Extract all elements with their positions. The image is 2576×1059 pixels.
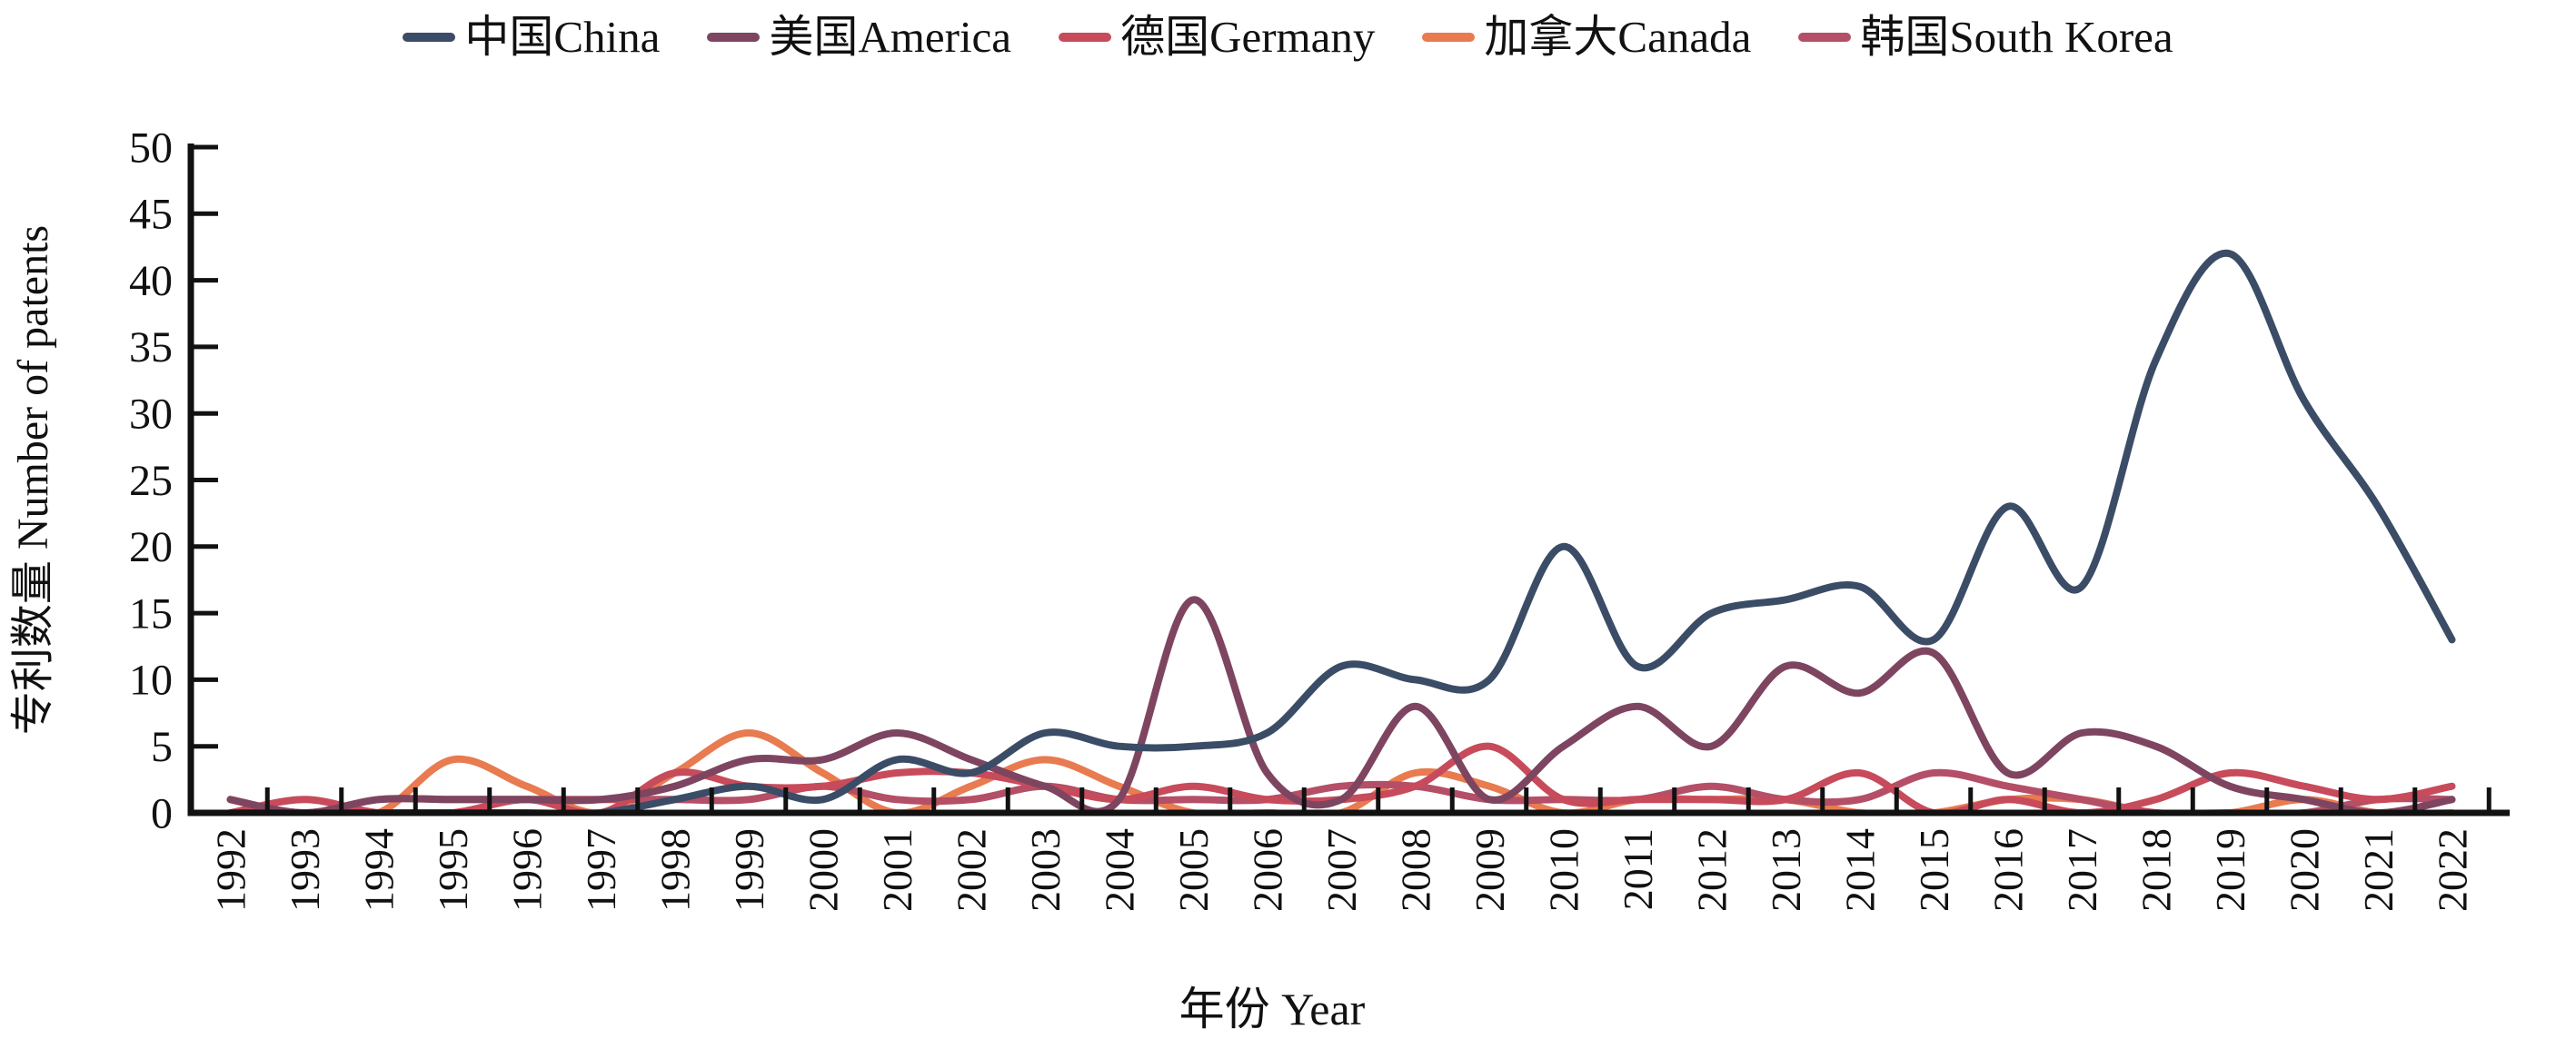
x-tick-label-2020: 2020: [2282, 828, 2328, 912]
legend-label-south-korea: 韩国South Korea: [1860, 12, 2173, 62]
axes: [187, 144, 2510, 817]
y-axis-ticks: 0 5 10 15 20 25 30 35 40 45 50: [129, 124, 218, 837]
x-tick-label-2021: 2021: [2355, 828, 2402, 912]
legend-label-china: 中国China: [464, 12, 661, 62]
legend-item-china: 中国China: [403, 13, 660, 62]
x-tick-label-2001: 2001: [874, 828, 920, 912]
legend-label-america: 美国America: [769, 12, 1012, 62]
legend-line-swatch-canada: [1422, 32, 1476, 42]
x-tick-label-2013: 2013: [1763, 828, 1809, 912]
x-tick-label-1992: 1992: [208, 828, 254, 912]
series-lines: [226, 249, 2456, 816]
y-tick-label: 10: [129, 657, 173, 705]
x-tick-label-2012: 2012: [1689, 828, 1736, 912]
y-tick-label: 5: [151, 723, 173, 771]
legend-line-swatch-germany: [1059, 32, 1112, 42]
x-tick-label-2018: 2018: [2133, 828, 2180, 912]
chart-legend: 中国China 美国America 德国Germany 加拿大Canada 韩国Sout…: [0, 13, 2576, 62]
x-tick-label-2015: 2015: [1911, 828, 1957, 912]
x-tick-label-1995: 1995: [430, 828, 476, 912]
x-axis-title: 年份 Year: [1179, 984, 1366, 1034]
legend-line-swatch-america: [707, 32, 761, 42]
series-line-america: [226, 596, 2456, 816]
legend-line-swatch-china: [403, 32, 456, 42]
x-tick-label-1999: 1999: [726, 828, 772, 912]
legend-item-south-korea: 韩国South Korea: [1798, 13, 2173, 62]
y-tick-label: 30: [129, 391, 173, 439]
legend-item-germany: 德国Germany: [1059, 13, 1375, 62]
x-tick-label-1994: 1994: [356, 828, 403, 912]
series-line-china: [226, 249, 2456, 816]
x-tick-label-2008: 2008: [1393, 828, 1439, 912]
y-tick-label: 20: [129, 523, 173, 571]
x-tick-label-2007: 2007: [1318, 828, 1365, 912]
x-tick-label-2016: 2016: [1985, 828, 2032, 912]
y-tick-label: 15: [129, 589, 173, 638]
y-tick-label: 0: [151, 789, 173, 837]
legend-item-canada: 加拿大Canada: [1422, 13, 1751, 62]
y-tick-label: 40: [129, 257, 173, 305]
x-tick-label-2003: 2003: [1022, 828, 1069, 912]
legend-item-america: 美国America: [707, 13, 1011, 62]
x-tick-label-2006: 2006: [1245, 828, 1291, 912]
y-tick-label: 50: [129, 124, 173, 172]
x-tick-label-1993: 1993: [282, 828, 328, 912]
x-tick-label-2004: 2004: [1097, 828, 1143, 912]
x-tick-label-2010: 2010: [1541, 828, 1587, 912]
legend-label-canada: 加拿大Canada: [1484, 12, 1752, 62]
x-tick-label-2005: 2005: [1170, 828, 1217, 912]
x-axis-labels: 1992 1993 1994 1995 1996 1997 1998 1999 2000 2001…: [208, 828, 2476, 912]
x-tick-label-1998: 1998: [652, 828, 699, 912]
x-tick-label-2011: 2011: [1615, 828, 1661, 910]
y-tick-label: 45: [129, 191, 173, 239]
x-tick-label-1996: 1996: [504, 828, 551, 912]
x-tick-label-2000: 2000: [801, 828, 847, 912]
y-axis-title: 专利数量 Number of patents: [9, 225, 57, 735]
x-tick-label-2002: 2002: [949, 828, 995, 912]
y-tick-label: 25: [129, 457, 173, 505]
y-tick-label: 35: [129, 323, 173, 371]
x-tick-label-2022: 2022: [2430, 828, 2476, 912]
x-tick-label-1997: 1997: [578, 828, 624, 912]
legend-label-germany: 德国Germany: [1120, 12, 1376, 62]
x-tick-label-2009: 2009: [1467, 828, 1513, 912]
x-tick-label-2014: 2014: [1837, 828, 1884, 912]
legend-line-swatch-south-korea: [1798, 32, 1852, 42]
x-tick-label-2017: 2017: [2059, 828, 2105, 912]
x-tick-label-2019: 2019: [2207, 828, 2253, 912]
x-axis-ticks: [264, 787, 2491, 813]
